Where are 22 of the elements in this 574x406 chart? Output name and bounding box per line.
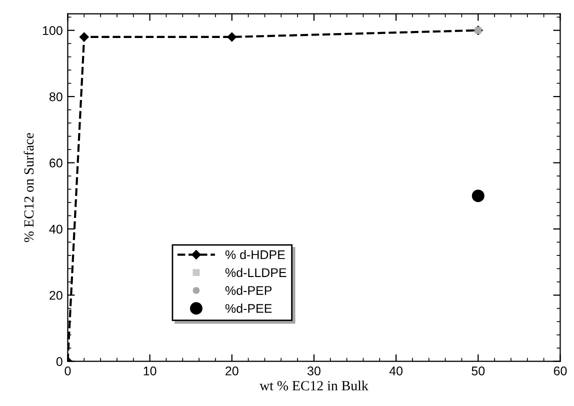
y-axis-title: % EC12 on Surface <box>24 133 34 242</box>
legend-label: % d-HDPE <box>225 250 285 260</box>
x-tick-label: 50 <box>472 366 485 376</box>
legend-label: %d-PEE <box>225 304 272 313</box>
x-tick-label: 30 <box>308 366 320 376</box>
point <box>472 190 484 202</box>
x-tick-label: 60 <box>554 366 567 376</box>
x-tick-label: 10 <box>144 366 156 376</box>
y-tick-label: 40 <box>49 224 62 234</box>
point <box>227 32 237 42</box>
x-tick-label: 40 <box>389 366 403 376</box>
x-tick-label: 0 <box>64 366 71 376</box>
y-tick-label: 100 <box>42 26 62 36</box>
x-axis-title: wt % EC12 in Bulk <box>260 380 368 390</box>
point <box>80 32 89 42</box>
y-tick-label: 60 <box>50 158 62 168</box>
legend-label: %d-LLDPE <box>225 268 286 278</box>
legend-label: %d-PEP <box>225 286 272 295</box>
y-tick-label: 0 <box>56 357 62 366</box>
y-tick-label: 20 <box>50 290 62 300</box>
x-tick-label: 20 <box>226 366 238 376</box>
y-tick-label: 80 <box>50 92 62 102</box>
